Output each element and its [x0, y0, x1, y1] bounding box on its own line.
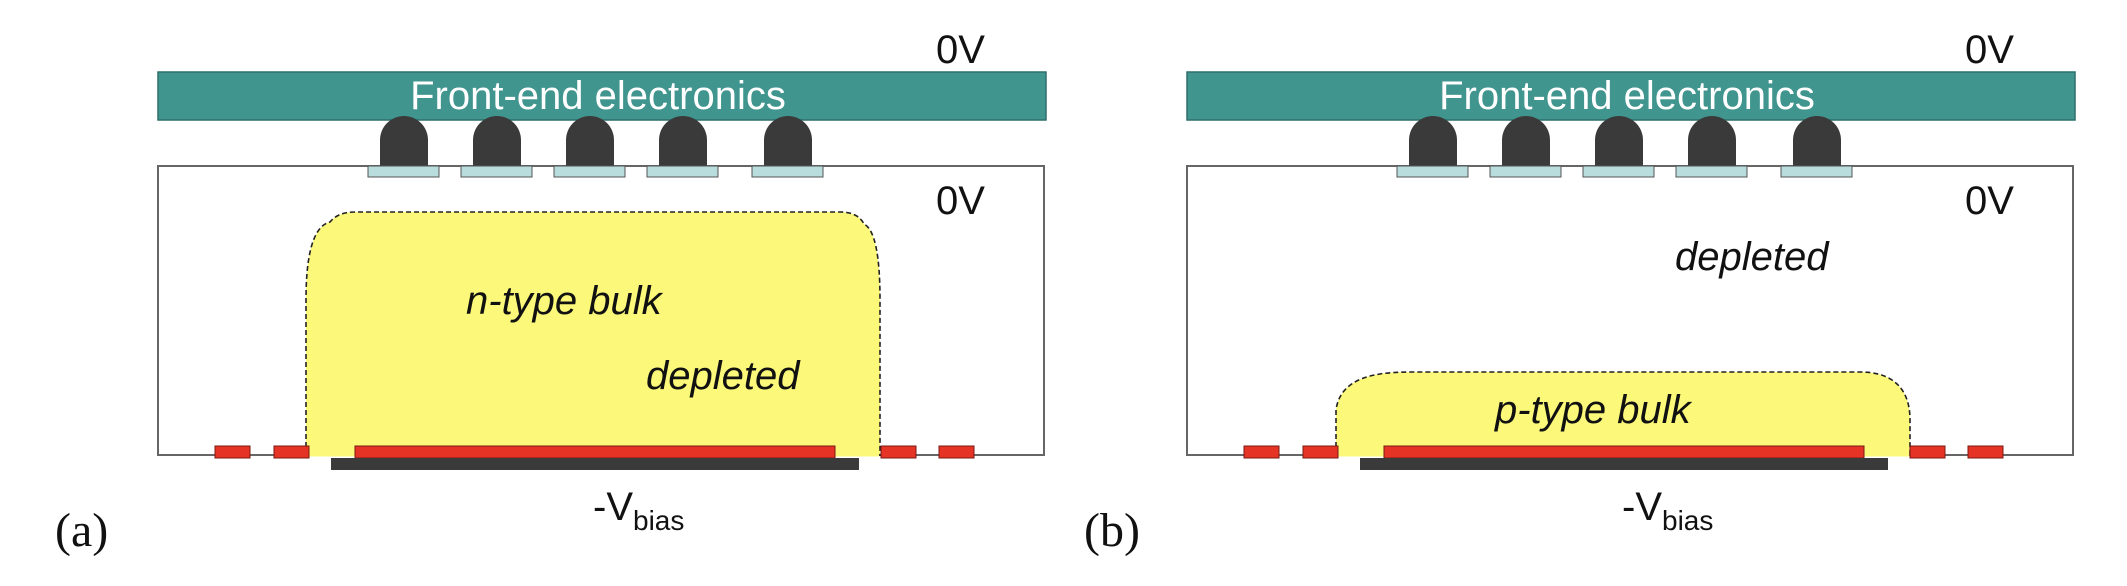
bump-bonds-a	[367, 116, 824, 178]
electronics-label-a: Front-end electronics	[410, 74, 786, 118]
bump-bonds-b	[1396, 116, 1853, 178]
depletion-region-a	[305, 211, 881, 456]
side-implant-b-4	[1967, 445, 2004, 459]
electronics-chip-b	[1186, 71, 2076, 121]
bump-bond-a-4	[646, 116, 719, 178]
bias-subscript-a: bias	[633, 505, 684, 536]
bump-bond-b-3	[1582, 116, 1655, 178]
bias-voltage-label-a: -Vbias	[593, 485, 684, 536]
depleted-label-a: depleted	[646, 354, 801, 398]
side-implant-a-1	[214, 445, 251, 459]
bias-prefix-b: -V	[1622, 485, 1662, 529]
bump-bond-b-1	[1396, 116, 1469, 178]
bump-bond-b-5	[1780, 116, 1853, 178]
bias-subscript-b: bias	[1662, 505, 1713, 536]
side-implant-b-3	[1909, 445, 1946, 459]
sensor-voltage-label-b: 0V	[1965, 179, 2014, 223]
depleted-label-b: depleted	[1675, 235, 1830, 279]
panel-a: Front-end electronics 0V 0V n-type bulk …	[55, 28, 1047, 557]
bias-voltage-label-b: -Vbias	[1622, 485, 1713, 536]
bump-bond-a-5	[751, 116, 824, 178]
top-voltage-label-a: 0V	[936, 28, 985, 72]
side-implant-b-1	[1243, 445, 1280, 459]
side-implant-a-4	[938, 445, 975, 459]
depletion-region-b	[1335, 371, 1911, 456]
central-implant-b	[1383, 445, 1865, 459]
backplane-a	[331, 458, 859, 470]
bump-bond-b-2	[1489, 116, 1562, 178]
central-implant-a	[354, 445, 836, 459]
backplane-b	[1360, 458, 1888, 470]
electronics-chip-a	[157, 71, 1047, 121]
panel-label-a: (a)	[55, 504, 108, 557]
electronics-label-b: Front-end electronics	[1439, 74, 1815, 118]
side-implant-a-3	[880, 445, 917, 459]
panel-label-b: (b)	[1084, 504, 1140, 557]
bump-bond-a-3	[553, 116, 626, 178]
bulk-label-a: n-type bulk	[466, 279, 664, 323]
bump-bond-a-2	[460, 116, 533, 178]
top-voltage-label-b: 0V	[1965, 28, 2014, 72]
bulk-label-b: p-type bulk	[1494, 388, 1693, 432]
bump-bond-a-1	[367, 116, 440, 178]
side-implant-b-2	[1302, 445, 1339, 459]
panel-b: Front-end electronics 0V 0V depleted p-t…	[1084, 28, 2076, 557]
bump-bond-b-4	[1675, 116, 1748, 178]
side-implant-a-2	[273, 445, 310, 459]
bias-prefix-a: -V	[593, 485, 633, 529]
sensor-voltage-label-a: 0V	[936, 179, 985, 223]
